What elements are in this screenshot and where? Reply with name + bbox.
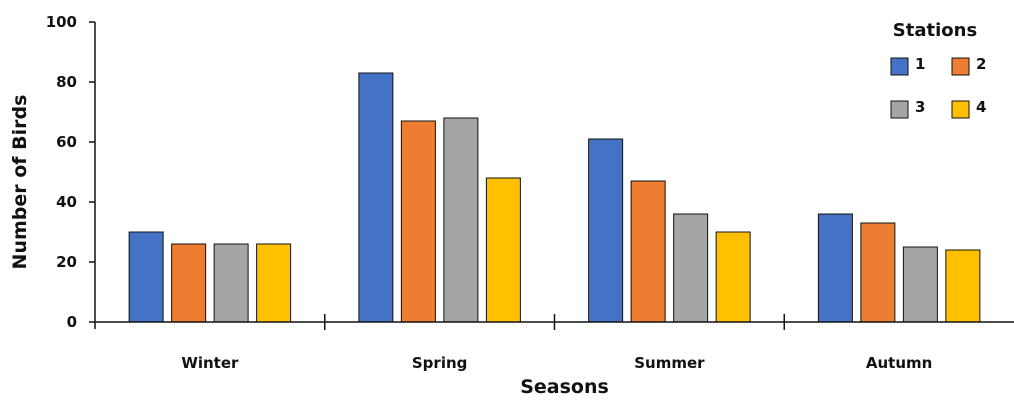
legend-title: Stations [893, 20, 977, 41]
x-tick-label: Summer [634, 354, 705, 372]
x-axis-title: Seasons [520, 376, 609, 398]
legend-label-4: 4 [976, 98, 986, 116]
bar-autumn-station-1 [817, 213, 853, 323]
legend-label-2: 2 [976, 55, 986, 73]
bar-spring-station-2 [400, 120, 436, 323]
bar-autumn-station-3 [902, 246, 938, 323]
bar-winter-station-2 [171, 243, 207, 323]
y-tick-label: 60 [56, 133, 77, 151]
bar-summer-station-2 [630, 180, 666, 323]
y-axis-title: Number of Birds [9, 95, 31, 270]
bar-winter-station-1 [128, 231, 164, 323]
y-axis-ticks: 0 20 40 60 80 100 [46, 13, 95, 331]
y-tick-label: 0 [67, 313, 77, 331]
legend: Stations 1 2 3 4 [890, 20, 986, 119]
y-tick-label: 40 [56, 193, 77, 211]
bar-winter-station-3 [213, 243, 249, 323]
x-tick-label: Spring [412, 354, 468, 372]
bar-spring-station-4 [485, 177, 521, 323]
bar-spring-station-3 [443, 117, 479, 323]
x-tick-label: Winter [181, 354, 239, 372]
legend-swatch-3 [890, 100, 909, 119]
y-tick-label: 100 [46, 13, 77, 31]
legend-swatch-4 [951, 100, 970, 119]
plot-area [128, 72, 981, 323]
x-tick-label: Autumn [866, 354, 932, 372]
legend-label-1: 1 [915, 55, 925, 73]
bar-summer-station-1 [588, 138, 624, 323]
legend-swatch-2 [951, 57, 970, 76]
bar-autumn-station-4 [945, 249, 981, 323]
y-tick-label: 80 [56, 73, 77, 91]
bar-summer-station-3 [673, 213, 709, 323]
bar-autumn-station-2 [860, 222, 896, 323]
bar-summer-station-4 [715, 231, 751, 323]
legend-swatch-1 [890, 57, 909, 76]
y-tick-label: 20 [56, 253, 77, 271]
legend-label-3: 3 [915, 98, 925, 116]
bar-winter-station-4 [256, 243, 292, 323]
x-axis-ticks: Winter Spring Summer Autumn [181, 314, 932, 372]
bar-spring-station-1 [358, 72, 394, 323]
